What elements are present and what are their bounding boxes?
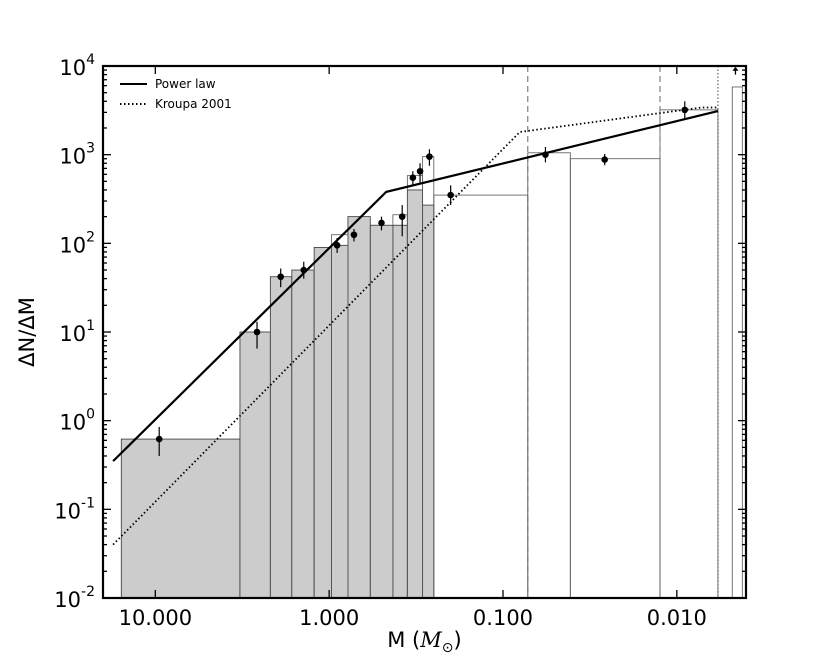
x-axis-title: M (M⊙): [387, 628, 461, 656]
bar-outline: [433, 194, 529, 599]
x-tick-label: 1.000: [299, 606, 359, 630]
data-point: [601, 156, 608, 163]
bar-filled: [422, 204, 435, 599]
y-tick-label: 100: [59, 407, 95, 435]
data-point: [333, 242, 341, 249]
bar-filled: [239, 331, 271, 599]
y-tick-labels: 10-2 10-1 100 101 102 103 104: [54, 52, 95, 612]
bar-filled: [291, 269, 315, 599]
data-point: [277, 273, 285, 281]
bar-filled: [392, 224, 408, 599]
y-tick-label: 10-2: [54, 584, 95, 612]
legend-label-kroupa: Kroupa 2001: [155, 97, 232, 111]
x-tick-label: 0.100: [473, 606, 533, 630]
data-point: [426, 153, 433, 160]
y-tick-label: 102: [59, 229, 95, 257]
data-point: [155, 435, 163, 443]
data-points-layer: [155, 66, 739, 456]
legend-label-power-law: Power law: [155, 77, 216, 91]
bar-outline: [659, 109, 719, 599]
y-axis-title: ΔN/ΔM: [15, 297, 39, 367]
legend: Power law Kroupa 2001: [120, 77, 232, 111]
bars-layer: [120, 66, 743, 599]
y-tick-label: 104: [59, 52, 95, 80]
data-point: [416, 167, 424, 175]
bar-filled: [331, 244, 349, 599]
y-tick-label: 10-1: [54, 495, 95, 523]
data-point: [300, 266, 308, 274]
x-tick-labels: 10.000 1.000 0.100 0.010: [119, 606, 707, 630]
data-point: [398, 213, 406, 220]
bar-filled: [369, 224, 394, 599]
data-point: [378, 219, 385, 227]
power-law-line: [112, 110, 719, 462]
bar-outline: [569, 158, 661, 599]
bar-outline: [527, 152, 571, 599]
data-point: [253, 328, 261, 336]
lower-limit-arrow-head: [732, 66, 739, 71]
x-tick-label: 10.000: [119, 606, 192, 630]
data-point: [350, 231, 358, 239]
bar-outline: [731, 86, 743, 599]
y-tick-label: 103: [59, 141, 95, 169]
bar-filled: [347, 216, 371, 599]
data-point: [447, 191, 454, 199]
bar-filled: [120, 438, 241, 599]
data-point: [681, 106, 689, 114]
lines-layer: [112, 106, 719, 546]
data-point: [542, 151, 549, 158]
bar-filled: [406, 189, 424, 599]
y-tick-label: 101: [59, 318, 95, 346]
bar-filled: [269, 276, 293, 599]
data-point: [409, 174, 417, 181]
axis-ticks: [103, 65, 746, 599]
bar-filled: [313, 246, 332, 599]
x-tick-label: 0.010: [647, 606, 707, 630]
